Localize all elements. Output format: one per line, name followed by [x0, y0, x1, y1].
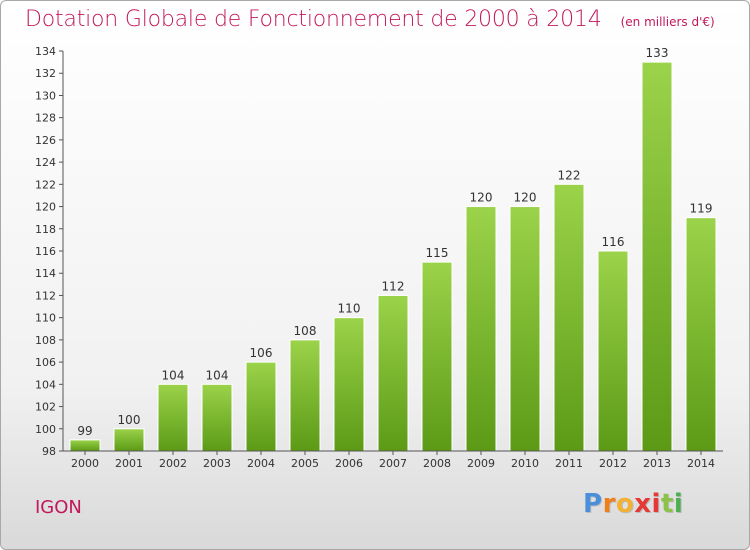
logo-letter: x — [634, 489, 652, 519]
data-label-2004: 106 — [250, 346, 273, 360]
y-tick-label-112: 112 — [35, 289, 56, 302]
x-tick-label-2012: 2012 — [599, 457, 627, 470]
x-tick-label-2003: 2003 — [203, 457, 231, 470]
data-label-2002: 104 — [162, 368, 185, 382]
y-tick-label-116: 116 — [35, 245, 56, 258]
y-tick-label-114: 114 — [35, 267, 56, 280]
title-line: Dotation Globale de Fonctionnement de 20… — [25, 7, 715, 32]
data-label-2011: 122 — [558, 168, 581, 182]
bar-2001 — [113, 428, 145, 452]
data-label-2001: 100 — [118, 413, 141, 427]
logo-letter: t — [660, 489, 674, 519]
data-label-2000: 99 — [77, 424, 92, 438]
logo-letter: i — [651, 489, 661, 519]
x-tick-label-2004: 2004 — [247, 457, 275, 470]
y-tick-label-120: 120 — [35, 201, 56, 214]
y-tick-label-98: 98 — [42, 445, 56, 458]
x-tick-label-2010: 2010 — [511, 457, 539, 470]
y-tick-label-126: 126 — [35, 134, 56, 147]
y-tick-label-118: 118 — [35, 223, 56, 236]
bar-2000 — [69, 439, 101, 452]
x-tick-label-2011: 2011 — [555, 457, 583, 470]
data-label-2005: 108 — [294, 324, 317, 338]
y-tick-label-106: 106 — [35, 356, 56, 369]
y-tick-label-130: 130 — [35, 89, 56, 102]
bars-layer: 99 100 104 104 106 108 110 112 115 120 120 122 116 13… — [69, 46, 717, 452]
y-tick-label-132: 132 — [35, 67, 56, 80]
logo-letter: o — [615, 489, 635, 519]
x-tick-label-2000: 2000 — [71, 457, 99, 470]
bar-2002 — [157, 383, 189, 452]
x-tick-label-2002: 2002 — [159, 457, 187, 470]
data-label-2009: 120 — [470, 191, 493, 205]
x-tick-label-2007: 2007 — [379, 457, 407, 470]
bar-2014 — [685, 217, 717, 452]
y-tick-label-100: 100 — [35, 423, 56, 436]
x-tick-label-2014: 2014 — [687, 457, 715, 470]
data-label-2007: 112 — [382, 279, 405, 293]
bar-2010 — [509, 206, 541, 452]
bar-2007 — [377, 294, 409, 452]
bar-2011 — [553, 183, 585, 452]
data-label-2010: 120 — [514, 191, 537, 205]
y-tick-label-122: 122 — [35, 178, 56, 191]
bar-2013 — [641, 61, 673, 452]
logo-letter: r — [602, 489, 616, 519]
bar-2009 — [465, 206, 497, 452]
chart-title: Dotation Globale de Fonctionnement de 20… — [25, 7, 602, 32]
x-tick-label-2001: 2001 — [115, 457, 143, 470]
data-label-2003: 104 — [206, 368, 229, 382]
y-tick-label-124: 124 — [35, 156, 56, 169]
bar-2008 — [421, 261, 453, 452]
x-tick-label-2006: 2006 — [335, 457, 363, 470]
x-tick-label-2005: 2005 — [291, 457, 319, 470]
data-label-2014: 119 — [690, 202, 713, 216]
y-tick-label-134: 134 — [35, 45, 56, 58]
proxiti-logo[interactable]: Proxiti — [583, 489, 683, 519]
data-label-2013: 133 — [646, 46, 669, 60]
y-tick-label-102: 102 — [35, 401, 56, 414]
x-tick-label-2008: 2008 — [423, 457, 451, 470]
bar-2004 — [245, 361, 277, 452]
x-tick-label-2009: 2009 — [467, 457, 495, 470]
bar-2005 — [289, 339, 321, 452]
y-tick-label-104: 104 — [35, 378, 56, 391]
logo-letter: P — [583, 489, 603, 519]
unit-note: (en milliers d'€) — [620, 15, 715, 29]
y-tick-label-128: 128 — [35, 112, 56, 125]
logo-letter: i — [673, 489, 684, 519]
y-tick-label-108: 108 — [35, 334, 56, 347]
data-label-2012: 116 — [602, 235, 625, 249]
data-label-2008: 115 — [426, 246, 449, 260]
bar-2012 — [597, 250, 629, 452]
place-name: IGON — [35, 497, 82, 518]
axis-layer: 2000 2001 2002 2003 2004 2005 2006 2007 2008 2009… — [35, 45, 723, 470]
y-tick-label-110: 110 — [35, 312, 56, 325]
bar-2006 — [333, 317, 365, 452]
data-label-2006: 110 — [338, 302, 361, 316]
x-tick-label-2013: 2013 — [643, 457, 671, 470]
bar-2003 — [201, 383, 233, 452]
